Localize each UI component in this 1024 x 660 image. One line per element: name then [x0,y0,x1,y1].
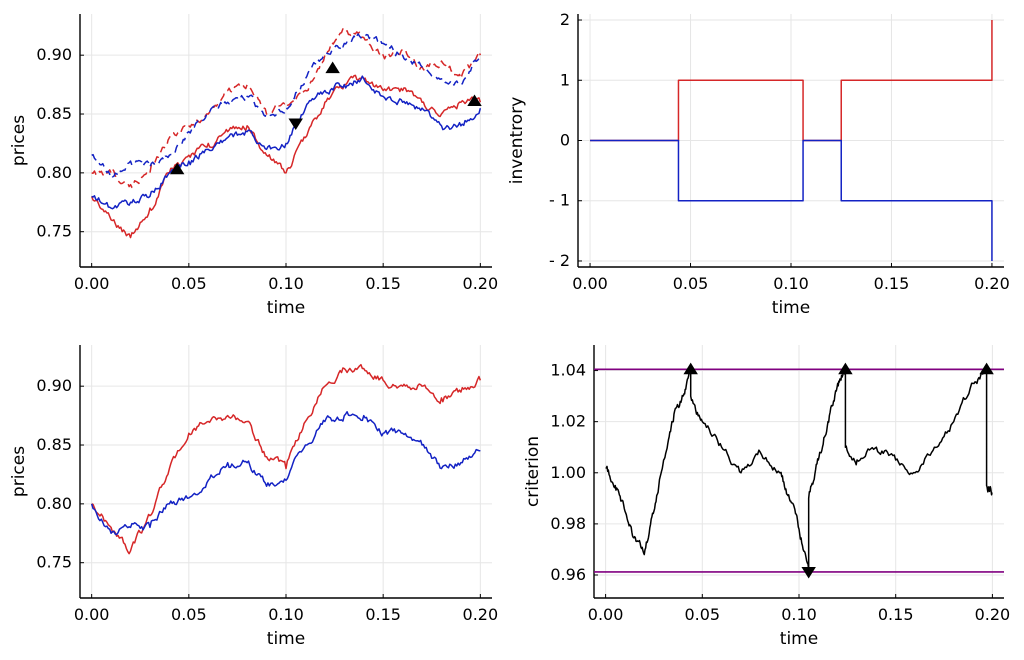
triangle-up-marker [467,94,482,107]
x-tick-label: 0.05 [673,274,709,293]
y-tick-label: 0.90 [36,45,72,64]
x-axis-label: time [267,298,305,318]
x-tick-label: 0.10 [773,274,809,293]
x-tick-label: 0.05 [684,605,720,624]
x-tick-label: 0.20 [975,605,1011,624]
y-tick-label: 0 [560,131,570,150]
y-axis-label: inventrory [507,97,527,185]
triangle-up-marker [979,362,994,375]
y-tick-label: 0.80 [36,163,72,182]
prices-top-panel: 0.00 0.05 0.10 0.15 0.20 0.75 0.80 0.85 0.90 time… [9,14,498,318]
y-tick-label: - 1 [549,191,570,210]
triangle-up-marker [169,162,185,175]
triangle-up-marker [325,61,340,74]
y-tick-label: 1.04 [550,361,586,380]
inventory-panel: 0.00 0.05 0.10 0.15 0.20 - 2 - 1 0 1 2 time inventr… [507,10,1010,318]
x-tick-label: 0.05 [171,274,207,293]
y-tick-label: 0.75 [36,553,72,572]
y-tick-label: 1.02 [550,412,586,431]
y-tick-label: 2 [560,10,570,29]
x-axis-label: time [267,629,305,649]
x-tick-label: 0.00 [74,274,110,293]
y-tick-label: 0.98 [550,514,586,533]
series-line [590,139,993,261]
x-tick-label: 0.00 [74,605,110,624]
triangle-down-marker [801,566,816,579]
x-tick-label: 0.05 [171,605,207,624]
prices-bottom-panel: 0.00 0.05 0.10 0.15 0.20 0.75 0.80 0.85 0.90 time… [9,345,498,649]
y-axis-label: prices [9,115,29,166]
y-axis-label: prices [9,446,29,497]
triangle-up-marker [838,362,853,375]
x-axis-label: time [772,298,810,318]
y-tick-label: 0.96 [550,565,586,584]
series-line [605,366,993,571]
series-line [91,363,482,555]
y-tick-label: 0.85 [36,435,72,454]
x-tick-label: 0.15 [874,274,910,293]
y-tick-label: 0.75 [36,222,72,241]
y-tick-label: 0.85 [36,104,72,123]
y-axis-label: criterion [523,436,543,507]
y-tick-label: - 2 [549,251,570,270]
x-tick-label: 0.15 [878,605,914,624]
y-tick-label: 0.90 [36,376,72,395]
x-tick-label: 0.10 [781,605,817,624]
y-tick-label: 0.80 [36,494,72,513]
x-tick-label: 0.10 [268,605,304,624]
criterion-panel: 0.00 0.05 0.10 0.15 0.20 0.96 0.98 1.00 1.02 1.04… [523,345,1010,649]
x-tick-label: 0.20 [463,605,499,624]
x-tick-label: 0.00 [572,274,608,293]
x-tick-label: 0.20 [463,274,499,293]
series-line [90,410,481,536]
y-tick-label: 1.00 [550,463,586,482]
series-line [90,74,482,239]
series-line [91,75,482,210]
triangle-down-marker [288,118,303,131]
series-line [91,28,482,189]
x-tick-label: 0.20 [974,274,1010,293]
triangle-up-marker [683,362,698,375]
x-tick-label: 0.15 [365,274,401,293]
y-tick-label: 1 [560,70,570,89]
x-tick-label: 0.00 [588,605,624,624]
x-axis-label: time [780,629,818,649]
x-tick-label: 0.15 [365,605,401,624]
x-tick-label: 0.10 [268,274,304,293]
